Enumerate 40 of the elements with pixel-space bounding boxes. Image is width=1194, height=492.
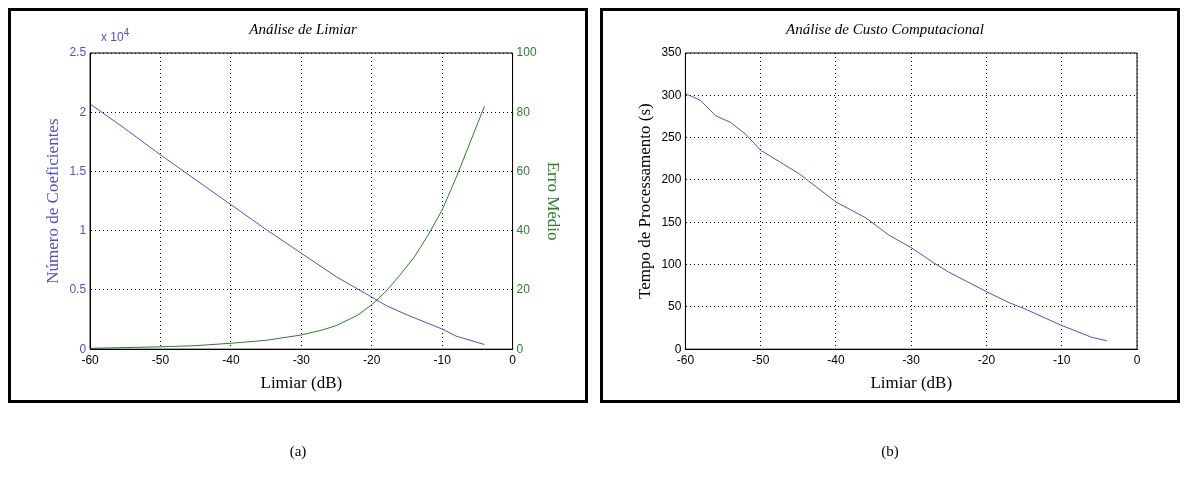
y2-tick-label: 80 [516,104,531,119]
y-axis-title: Tempo de Processamento (s) [634,103,654,299]
x-tick-label: -30 [292,352,311,367]
x-tick-label: 0 [1133,352,1141,367]
text: (a) [288,443,308,460]
x-tick-label: -10 [1053,352,1071,367]
text: (b) [880,443,900,460]
chart-title: Análise de Custo Computacional [785,20,984,37]
y2-tick-label: 20 [516,282,531,297]
x-tick-label: -30 [902,352,921,367]
x-tick-label: 0 [509,352,517,367]
y-tick-label: 200 [661,172,682,187]
x-tick-label: -50 [151,352,170,367]
x-tick-label: -40 [827,352,845,367]
y2-tick-label: 60 [516,163,531,178]
y2-tick-label: 0 [516,341,524,356]
x-axis-title: Limiar (dB) [260,373,343,393]
y2-tick-label: 100 [516,45,537,60]
y-tick-label: 250 [661,129,682,144]
y-tick-label: 300 [661,87,682,102]
x-tick-label: -20 [977,352,996,367]
y-tick-label: 150 [661,214,682,229]
y-tick-label: 2.5 [69,45,87,60]
x-tick-label: -40 [222,352,240,367]
y-tick-label: 100 [661,256,682,271]
x-axis-title: Limiar (dB) [870,373,953,393]
x-tick-label: -10 [433,352,452,367]
y-tick-label: 2 [79,104,87,119]
text: x 10$^{4}$ [101,27,130,44]
y-tick-label: 50 [668,299,682,314]
y-tick-label: 1.5 [69,163,87,178]
y-axis-title: Número de Coeficientes [42,118,62,284]
chart-title: Análise de Limiar [248,20,357,37]
y-tick-label: 350 [661,45,682,60]
y2-tick-label: 40 [516,223,531,238]
y-tick-label: 0.5 [69,282,87,297]
x-tick-label: -20 [363,352,381,367]
y-tick-label: 1 [79,223,87,238]
x-tick-label: -50 [752,352,770,367]
y2-axis-title: Erro Médio [544,161,564,241]
